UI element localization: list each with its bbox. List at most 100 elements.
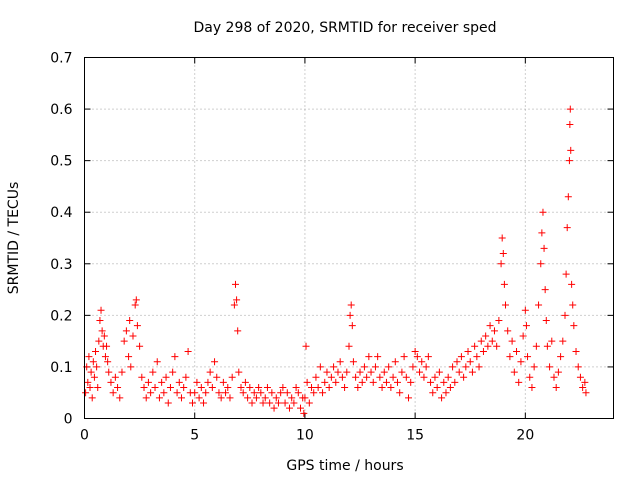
data-point [94,384,102,392]
y-tick-label: 0.7 [50,51,72,67]
data-point [200,399,208,407]
y-tick-label: 0.6 [50,102,72,118]
data-point [477,337,485,345]
data-point [537,260,545,268]
data-point [228,373,236,381]
data-point [274,399,282,407]
data-point [101,353,109,361]
data-point [114,384,122,392]
data-point [497,260,505,268]
data-point [266,399,274,407]
data-point [166,384,174,392]
data-point [528,384,536,392]
data-point [471,342,479,350]
data-point [155,394,163,402]
data-point [422,363,430,371]
data-point [576,373,584,381]
data-point [566,105,574,113]
x-axis-label: GPS time / hours [286,458,403,474]
data-point [363,373,371,381]
data-point [444,373,452,381]
data-point [290,399,298,407]
data-point [341,384,349,392]
data-point [488,337,496,345]
data-point [360,363,368,371]
data-point [294,389,302,397]
data-point [552,384,560,392]
data-point [235,368,243,376]
data-point [283,389,291,397]
data-point [348,322,356,330]
data-point [191,389,199,397]
data-point [237,384,245,392]
data-point [473,353,481,361]
data-point [427,378,435,386]
data-point [506,353,514,361]
data-point [171,353,179,361]
data-point [330,363,338,371]
data-point [213,373,221,381]
data-point [369,378,377,386]
data-point [332,378,340,386]
data-point [513,347,521,355]
data-point [88,394,96,402]
data-point [316,363,324,371]
data-point [442,389,450,397]
data-point [396,389,404,397]
y-tick-label: 0 [64,412,73,428]
data-point [561,311,569,319]
data-point [173,389,181,397]
data-point [184,347,192,355]
data-point [347,301,355,309]
data-point [579,384,587,392]
data-point [510,368,518,376]
data-point [539,208,547,216]
data-point [211,358,219,366]
data-point [85,353,93,361]
data-point [241,378,249,386]
data-point [279,384,287,392]
data-point [349,358,357,366]
data-point [389,373,397,381]
data-point [175,378,183,386]
data-point [371,363,379,371]
data-point [546,363,554,371]
data-point [131,301,139,309]
data-point [248,399,256,407]
data-point [484,342,492,350]
data-point [543,342,551,350]
data-point [292,384,300,392]
data-point [138,373,146,381]
data-point [457,353,465,361]
data-point [206,368,214,376]
data-point [310,389,318,397]
data-point [327,373,335,381]
plot-frame [84,57,614,419]
data-point [490,327,498,335]
data-point [449,363,457,371]
chart-title: Day 298 of 2020, SRMTID for receiver spe… [193,20,496,36]
data-point [343,368,351,376]
data-point [277,389,285,397]
data-point [559,337,567,345]
data-point [136,342,144,350]
data-point [334,368,342,376]
data-point [95,337,103,345]
data-point [499,249,507,257]
data-point [323,368,331,376]
data-point [120,337,128,345]
data-point [270,404,278,412]
data-point [431,373,439,381]
data-point [82,389,90,397]
data-point [391,358,399,366]
data-point [160,389,168,397]
data-point [84,378,92,386]
data-point [482,332,490,340]
data-point [378,384,386,392]
data-point [126,317,134,325]
data-point [380,368,388,376]
data-point [567,146,575,154]
data-point [244,394,252,402]
data-point [215,389,223,397]
data-point [189,399,197,407]
